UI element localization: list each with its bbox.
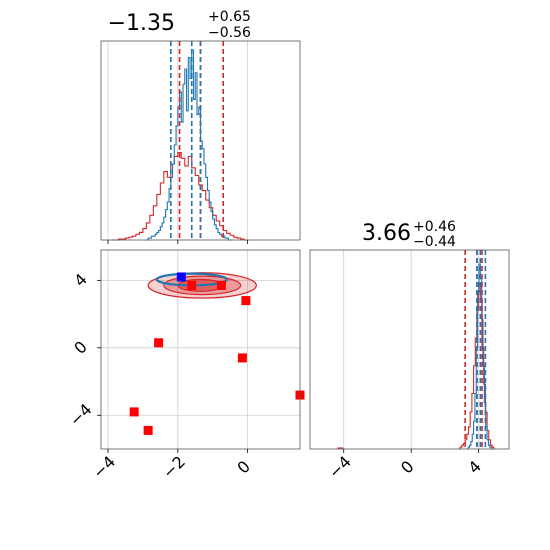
joint-point-red-4 [237,353,247,363]
marginal1-hist-red [111,152,248,241]
param2-title-plus: +0.46 [413,219,456,235]
marginal-panel-param2-frame [309,249,510,450]
joint-point-red-6 [129,407,139,417]
marginal2-xtick-label-0: −4 [325,452,355,482]
marginal1-hist-blue [144,49,232,241]
joint-point-red-2 [241,296,251,306]
joint-panel: −4 −2 0 −4 0 4 [66,249,305,482]
joint-xtick-label-2: 0 [233,457,254,478]
joint-ytick-label-1: 0 [70,337,91,358]
joint-xtick-label-1: −2 [159,452,189,482]
marginal-panel-param1-frame [100,40,301,241]
marginal2-hist-blue [466,263,493,450]
param1-title-median: −1.35 [108,11,175,36]
joint-point-red-0 [187,280,197,290]
joint-xtick-label-0: −4 [89,452,119,482]
joint-point-blue-0 [176,272,186,282]
joint-ytick-label-0: −4 [66,400,96,430]
joint-point-red-1 [216,280,226,290]
param2-title-median: 3.66 [362,221,411,246]
param1-title-minus: −0.56 [208,25,251,41]
joint-panel-frame [100,249,301,450]
marginal-panel-param1: −1.35 +0.65 −0.56 [100,9,301,244]
marginal-panel-param2: −4 0 4 3.66 +0.46 −0.44 [309,219,510,482]
marginal2-xtick-label-2: 4 [464,457,485,478]
joint-ytick-label-2: 4 [70,270,91,291]
marginal2-xtick-label-1: 0 [397,457,418,478]
joint-point-red-3 [154,338,164,348]
joint-point-red-7 [143,425,153,435]
param2-title-minus: −0.44 [413,234,456,250]
param1-title-plus: +0.65 [208,9,251,25]
